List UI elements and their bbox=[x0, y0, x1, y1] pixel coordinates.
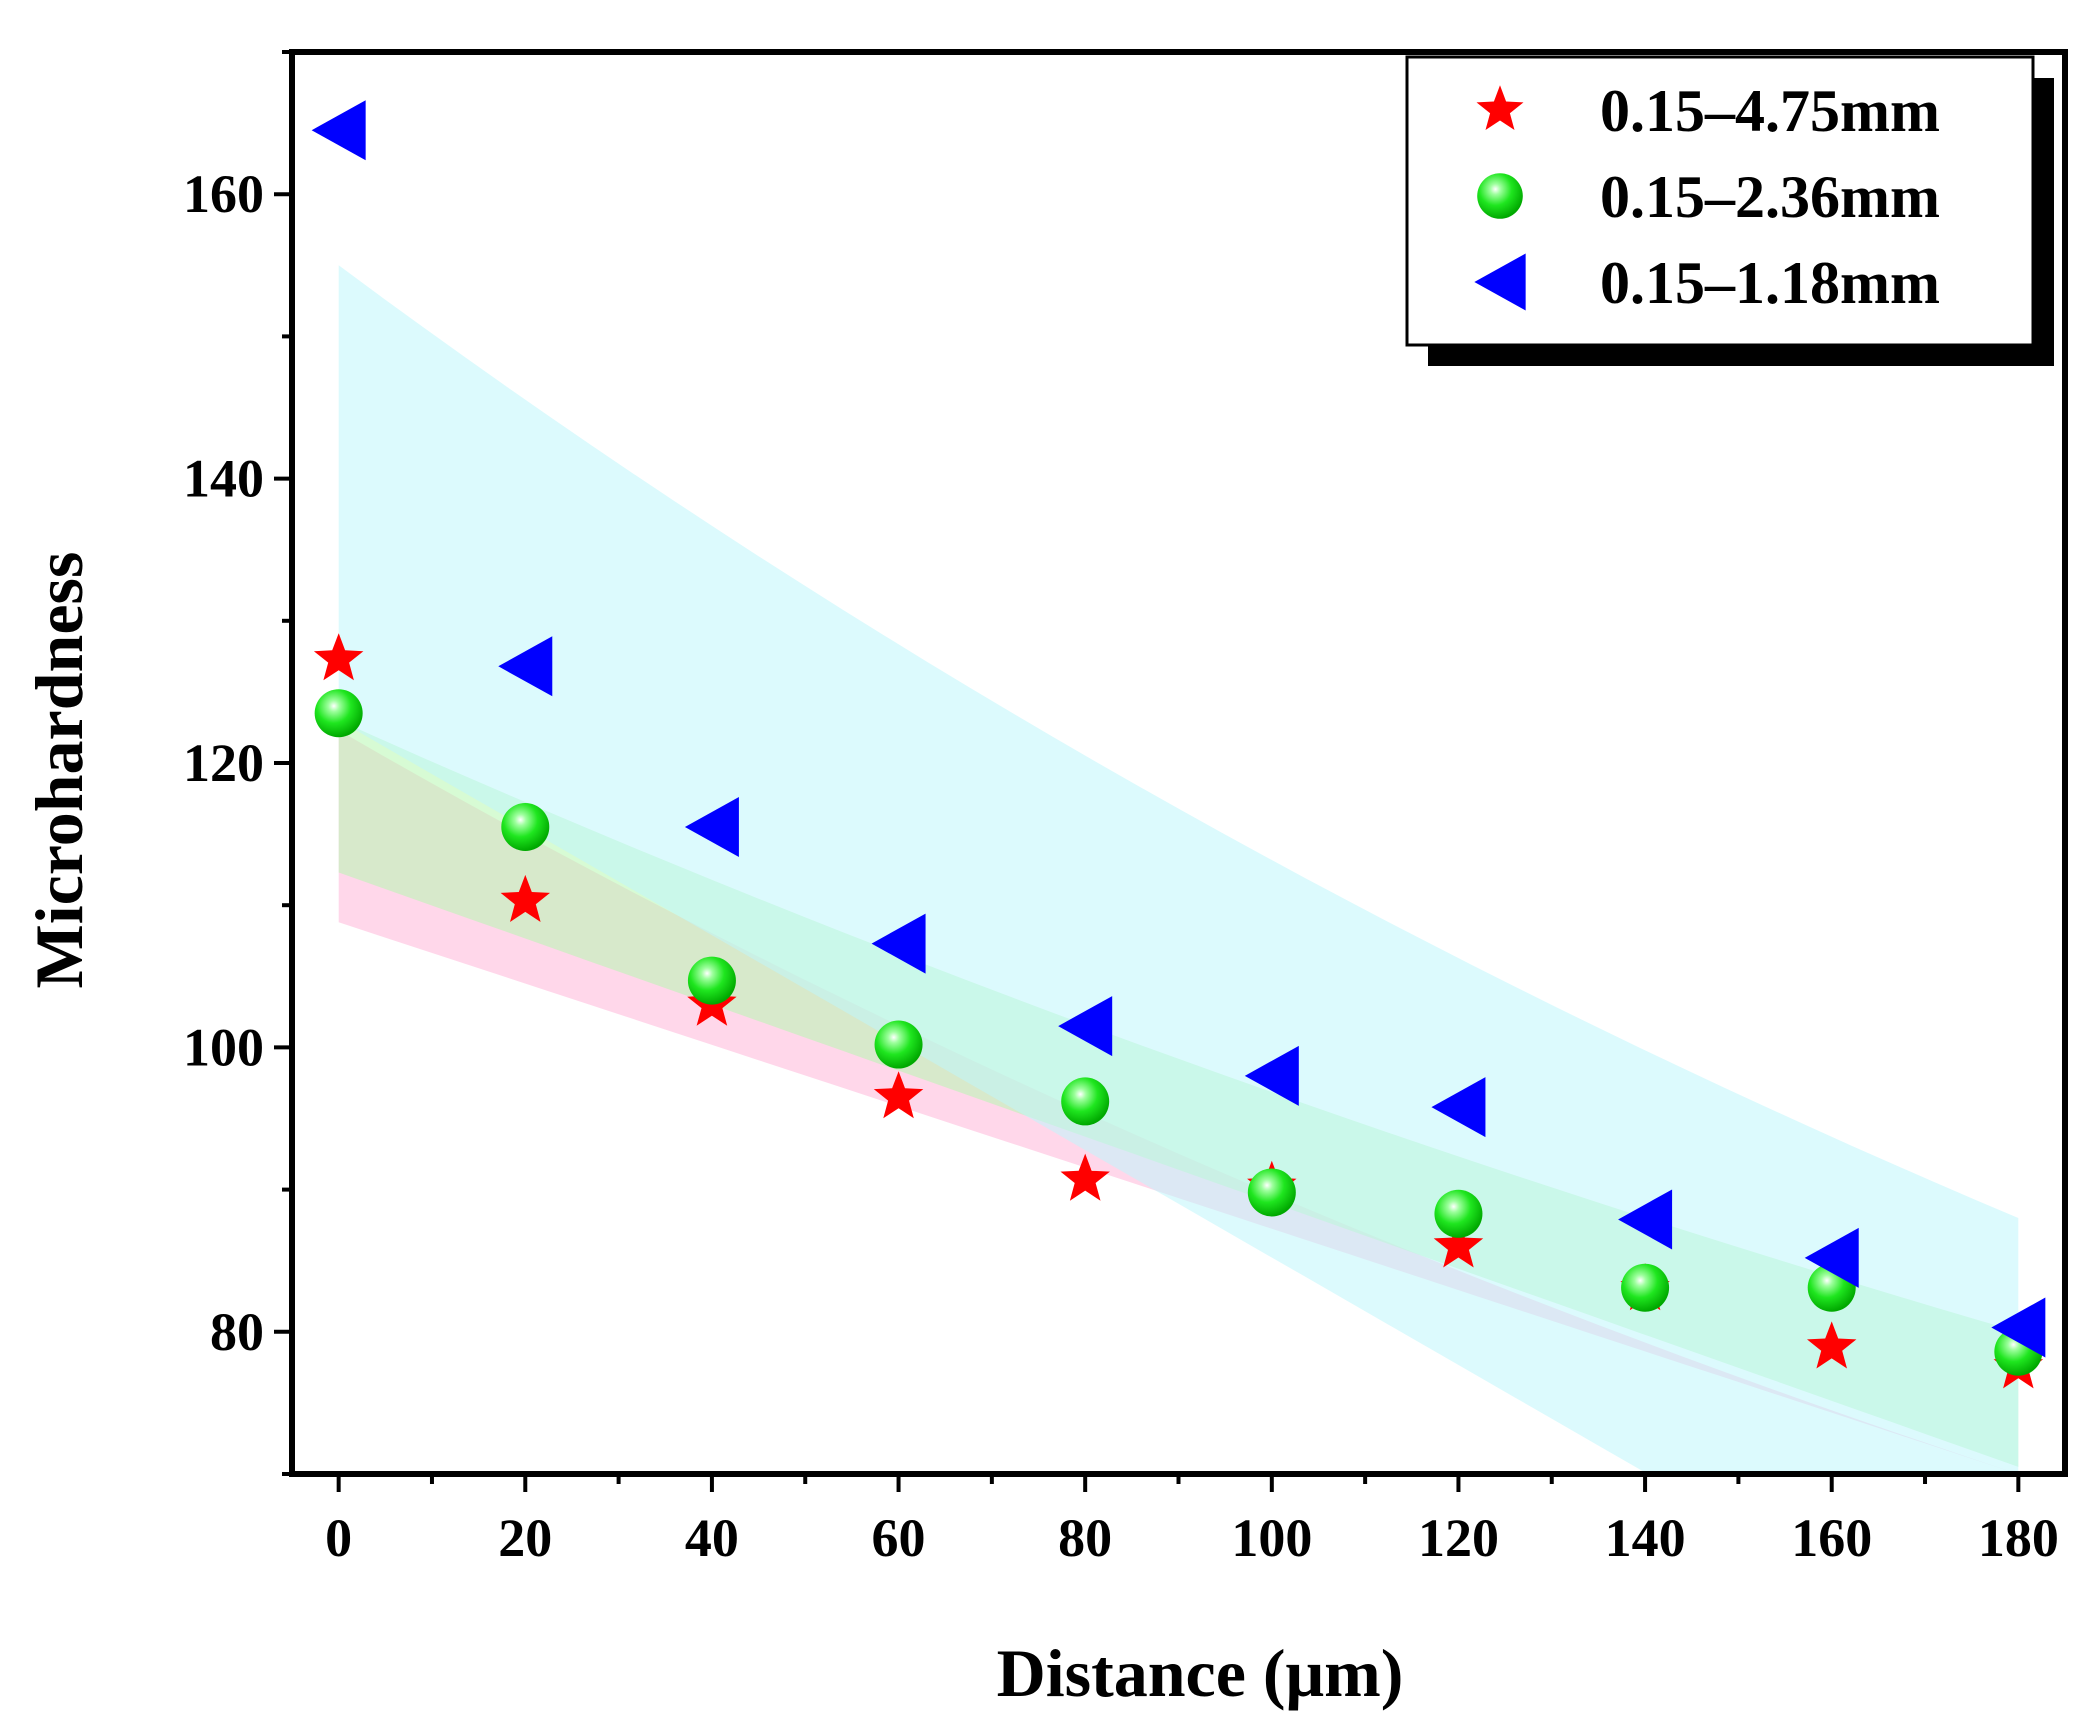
point-series-2-8 bbox=[1804, 1227, 1859, 1288]
x-tick-label: 60 bbox=[872, 1508, 926, 1568]
point-series-0-3 bbox=[873, 1071, 924, 1119]
x-tick-label: 140 bbox=[1605, 1508, 1686, 1568]
legend-item-series-2: 0.15–1.18mm bbox=[1474, 250, 1940, 316]
data-points bbox=[311, 100, 2046, 1389]
x-tick-label: 20 bbox=[498, 1508, 552, 1568]
legend-label-series-2: 0.15–1.18mm bbox=[1600, 250, 1940, 316]
legend: 0.15–4.75mm 0.15–2.36mm 0.15–1.18mm bbox=[1405, 55, 2054, 366]
point-series-2-2 bbox=[684, 796, 739, 857]
point-series-1-2 bbox=[687, 956, 736, 1005]
legend-item-series-0: 0.15–4.75mm bbox=[1476, 78, 1940, 144]
point-series-2-7 bbox=[1618, 1189, 1673, 1250]
confidence-bands bbox=[338, 265, 2019, 1474]
x-tick-label: 40 bbox=[685, 1508, 739, 1568]
x-tick-label: 160 bbox=[1791, 1508, 1872, 1568]
legend-label-series-0: 0.15–4.75mm bbox=[1600, 78, 1940, 144]
band-series-2 bbox=[338, 265, 2019, 1474]
point-series-0-8 bbox=[1807, 1321, 1857, 1369]
x-axis-title: Distance (μm) bbox=[997, 1635, 1404, 1711]
legend-item-series-1: 0.15–2.36mm bbox=[1477, 164, 1940, 230]
point-series-1-4 bbox=[1061, 1077, 1110, 1126]
y-tick-label: 120 bbox=[183, 733, 264, 793]
point-series-1-5 bbox=[1247, 1168, 1296, 1217]
x-tick-label: 100 bbox=[1231, 1508, 1312, 1568]
point-series-2-5 bbox=[1244, 1045, 1299, 1106]
y-axis: 80 100 120 140 160 bbox=[183, 50, 292, 1476]
point-series-1-0 bbox=[314, 689, 363, 738]
point-series-2-3 bbox=[871, 913, 926, 974]
point-series-1-6 bbox=[1434, 1189, 1483, 1238]
x-tick-label: 120 bbox=[1418, 1508, 1499, 1568]
point-series-2-6 bbox=[1431, 1077, 1486, 1138]
point-series-1-1 bbox=[501, 802, 550, 851]
point-series-2-4 bbox=[1058, 996, 1113, 1057]
point-series-0-0 bbox=[313, 633, 364, 681]
y-tick-label: 140 bbox=[183, 449, 264, 509]
legend-label-series-1: 0.15–2.36mm bbox=[1600, 164, 1940, 230]
x-tick-label: 80 bbox=[1058, 1508, 1112, 1568]
point-series-0-6 bbox=[1433, 1220, 1484, 1268]
series-1-points bbox=[314, 689, 2043, 1376]
y-tick-label: 80 bbox=[210, 1302, 264, 1362]
point-series-0-4 bbox=[1060, 1153, 1110, 1201]
y-axis-title: Microhardness bbox=[21, 552, 97, 989]
y-tick-label: 160 bbox=[183, 164, 264, 224]
series-2-points bbox=[311, 100, 2046, 1358]
x-tick-label: 0 bbox=[325, 1508, 352, 1568]
point-series-1-7 bbox=[1621, 1263, 1670, 1312]
point-series-0-1 bbox=[500, 874, 550, 922]
point-series-2-9 bbox=[1991, 1297, 2046, 1358]
legend-marker-series-1 bbox=[1477, 173, 1523, 219]
point-series-2-1 bbox=[498, 636, 553, 697]
point-series-1-3 bbox=[874, 1020, 923, 1069]
y-tick-label: 100 bbox=[183, 1017, 264, 1077]
x-tick-label: 180 bbox=[1978, 1508, 2059, 1568]
point-series-2-0 bbox=[311, 100, 366, 161]
legend-marker-series-2 bbox=[1474, 253, 1526, 311]
x-axis: 0 20 40 60 80 100 120 140 160 180 bbox=[325, 1474, 2059, 1568]
legend-marker-series-0 bbox=[1476, 85, 1524, 130]
